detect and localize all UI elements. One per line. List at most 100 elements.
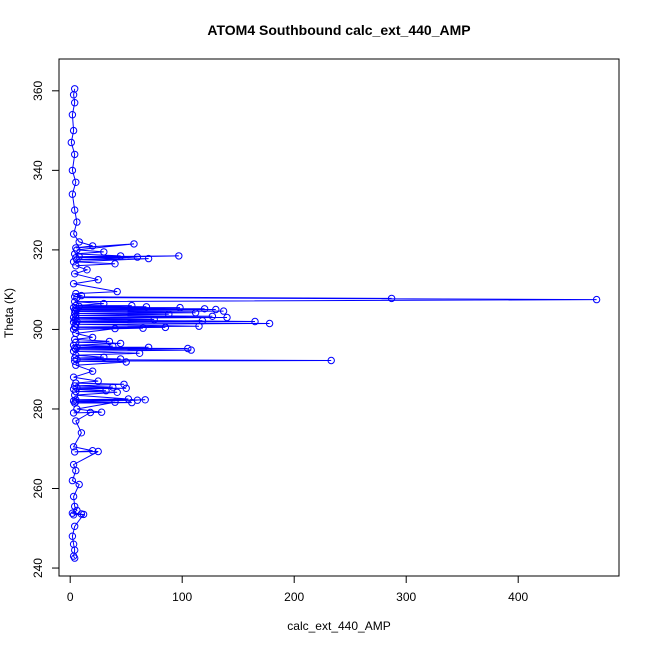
data-point (113, 287, 121, 296)
y-tick-label: 360 (31, 80, 45, 100)
data-point (135, 349, 144, 357)
x-tick-label: 400 (508, 590, 528, 604)
data-point (72, 324, 80, 332)
data-point (111, 398, 119, 406)
data-point (176, 303, 184, 312)
y-tick-label: 240 (31, 558, 45, 578)
data-point (208, 312, 217, 320)
y-tick-label: 320 (31, 240, 45, 260)
data-point (72, 262, 80, 270)
data-point (72, 178, 80, 187)
data-point (102, 387, 110, 395)
data-point (86, 408, 95, 417)
data-point (72, 304, 80, 313)
data-point (109, 342, 117, 350)
data-point (69, 347, 78, 355)
data-point (265, 319, 274, 328)
data-point (116, 355, 125, 363)
data-point (73, 246, 81, 254)
data-point (387, 294, 396, 303)
y-axis: 240 260 280 300 320 340 360 (31, 80, 60, 578)
data-point (327, 356, 335, 365)
data-point (198, 317, 207, 325)
data-point (69, 126, 78, 135)
data-point (68, 476, 77, 485)
data-point (68, 166, 77, 175)
data-point (94, 276, 102, 284)
data-point (75, 238, 83, 246)
data-point (97, 408, 106, 416)
data-point (141, 396, 149, 404)
data-point (69, 511, 78, 519)
data-point (71, 206, 79, 214)
data-point (144, 343, 153, 351)
y-axis-label: Theta (K) (2, 288, 16, 338)
data-point (133, 253, 142, 261)
data-point (72, 417, 80, 425)
data-point (67, 138, 76, 147)
data-point (165, 310, 173, 318)
data-point (71, 344, 79, 352)
data-point (69, 91, 78, 99)
data-point (71, 354, 79, 362)
data-point (212, 305, 220, 314)
x-axis-label: calc_ext_440_AMP (287, 619, 390, 633)
data-point (128, 301, 136, 310)
data-point (195, 322, 203, 330)
data-point (130, 240, 138, 248)
data-point (69, 325, 78, 334)
data-point (69, 230, 78, 238)
data-point (72, 398, 80, 406)
data-point (71, 448, 79, 456)
data-point (116, 339, 125, 348)
data-point (175, 252, 183, 260)
x-axis: 0 100 200 300 400 (67, 575, 529, 604)
data-point (111, 260, 119, 268)
data-point (142, 303, 151, 311)
plot-area (67, 85, 601, 562)
data-point (71, 382, 79, 390)
data-point (223, 313, 231, 322)
x-tick-label: 0 (67, 590, 74, 604)
data-point (100, 299, 108, 308)
data-point (71, 502, 79, 511)
data-point (71, 270, 79, 278)
chart-title: ATOM4 Southbound calc_ext_440_AMP (207, 22, 470, 38)
data-point (71, 150, 79, 159)
data-point (120, 380, 128, 388)
data-point (144, 254, 153, 263)
data-point (592, 295, 601, 304)
data-point (88, 333, 97, 342)
data-point (105, 337, 114, 346)
data-point (71, 357, 79, 365)
data-point (191, 309, 200, 317)
data-point (71, 554, 79, 562)
data-point (139, 324, 147, 332)
data-point (68, 111, 77, 119)
data-point (219, 307, 228, 315)
data-point (73, 384, 81, 392)
data-point (113, 388, 121, 396)
data-point (122, 384, 130, 392)
y-tick-label: 300 (31, 319, 45, 339)
y-tick-label: 340 (31, 160, 45, 180)
data-point (73, 356, 81, 364)
y-tick-label: 260 (31, 478, 45, 498)
data-point (83, 266, 91, 274)
data-point (68, 532, 77, 540)
data-point (200, 305, 209, 313)
data-point (69, 280, 78, 288)
data-point (111, 324, 119, 333)
data-point (71, 99, 79, 107)
data-point (72, 466, 80, 475)
data-point (69, 492, 78, 501)
data-point (71, 306, 79, 314)
series-line (70, 88, 597, 559)
data-point (128, 398, 136, 407)
data-point (88, 242, 97, 250)
data-point (69, 409, 78, 417)
data-point (100, 248, 108, 256)
x-tick-label: 300 (396, 590, 416, 604)
data-point (184, 344, 192, 353)
data-point (88, 447, 97, 455)
